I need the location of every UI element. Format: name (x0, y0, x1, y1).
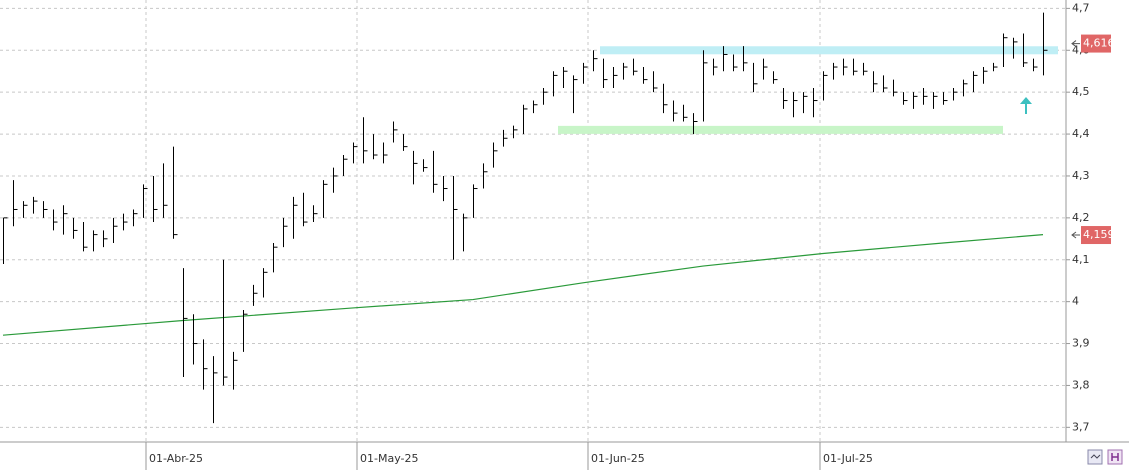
y-tick-label: 4,1 (1072, 253, 1090, 266)
level-band (558, 125, 1003, 134)
y-tick-label: 4 (1072, 295, 1079, 308)
signal-arrow (1020, 97, 1032, 114)
x-tick-label: 01-Jul-25 (823, 452, 873, 465)
y-tick-label: 3,7 (1072, 420, 1090, 433)
y-tick-label: 4,7 (1072, 1, 1090, 14)
y-tick-label: 4,4 (1072, 127, 1090, 140)
x-tick-label: 01-May-25 (360, 452, 418, 465)
price-label: 4,616 (1083, 37, 1115, 50)
zoom-button[interactable] (1087, 449, 1103, 465)
y-tick-label: 4,3 (1072, 169, 1090, 182)
y-tick-label: 4,5 (1072, 85, 1090, 98)
price-label: 4,159 (1083, 228, 1115, 241)
y-tick-label: 4,2 (1072, 211, 1090, 224)
price-label-box (1081, 226, 1111, 245)
price-pointer (1071, 231, 1080, 239)
level-band (600, 46, 1058, 55)
x-tick-label: 01-Jun-25 (591, 452, 645, 465)
price-label-box (1081, 34, 1111, 53)
moving-average (2, 234, 1044, 336)
y-tick-label: 3,9 (1072, 337, 1090, 350)
price-pointer (1071, 40, 1080, 47)
x-tick-label: 01-Abr-25 (149, 452, 203, 465)
grid (0, 0, 1065, 442)
zoom-icon (1090, 454, 1101, 459)
h-icon (1111, 453, 1119, 461)
y-tick-label: 3,8 (1072, 378, 1090, 391)
